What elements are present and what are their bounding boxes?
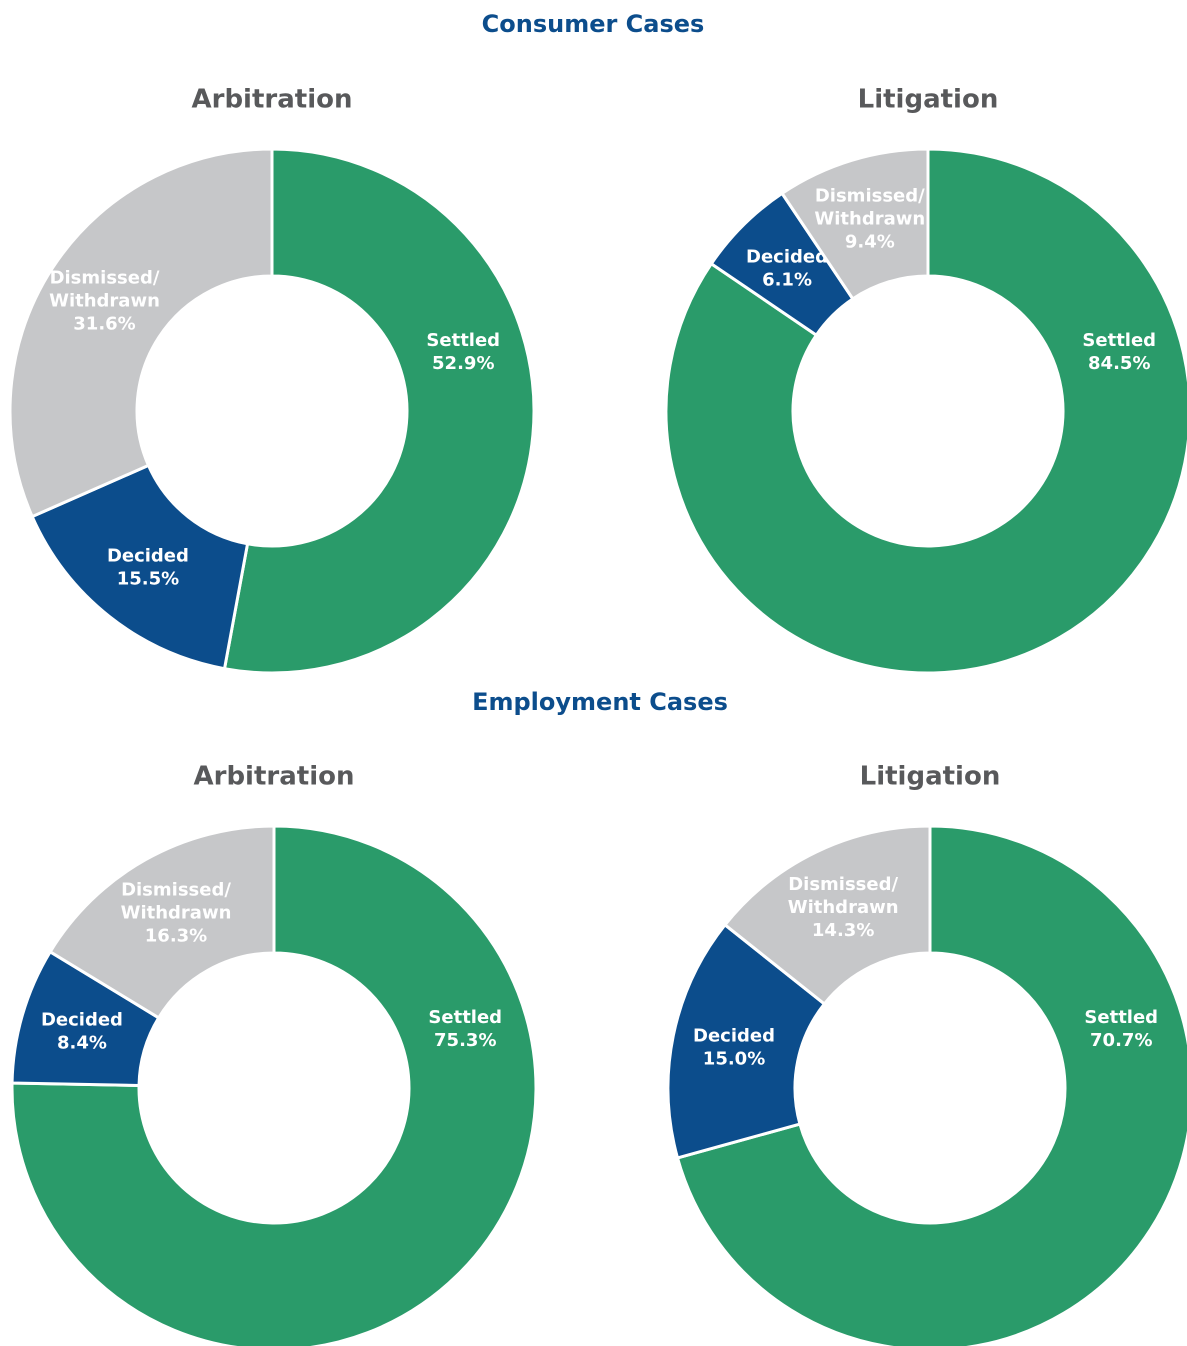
slice-category-line: Decided (693, 1026, 775, 1047)
slice-value-label: 84.5% (1088, 353, 1150, 374)
slice-category-line: Settled (1084, 1007, 1158, 1028)
slice-category-line: Withdrawn (121, 903, 232, 924)
slice-category: Settled (428, 1007, 502, 1028)
slice-category: Settled (426, 330, 500, 351)
pie-title: Litigation (860, 762, 1001, 792)
slice-category: Settled (1082, 330, 1156, 351)
slice-category-line: Decided (107, 545, 189, 566)
slice-category-line: Withdrawn (788, 897, 899, 918)
slice-category: Decided (746, 247, 828, 268)
slice-category-line: Settled (426, 330, 500, 351)
slice-category-line: Withdrawn (49, 291, 160, 312)
slice-category-line: Settled (1082, 330, 1156, 351)
slice-category: Decided (693, 1026, 775, 1047)
slice-category-line: Dismissed/ (50, 268, 160, 289)
donut-slice (10, 824, 538, 1346)
donut-slice (30, 463, 250, 671)
pie-title: Litigation (858, 85, 999, 115)
slice-category: Decided (107, 545, 189, 566)
pie-title: Arbitration (194, 762, 355, 792)
slice-value-label: 31.6% (73, 314, 135, 335)
slice-category: Dismissed/Withdrawn (121, 880, 232, 924)
donut-slice (780, 147, 930, 301)
slice-category-line: Decided (746, 247, 828, 268)
section-title: Employment Cases (472, 688, 728, 716)
slice-category-line: Decided (41, 1010, 123, 1031)
slice-category-line: Withdrawn (814, 209, 925, 230)
slice-category-line: Settled (428, 1007, 502, 1028)
slice-value-label: 9.4% (845, 232, 895, 253)
slice-value-label: 8.4% (57, 1033, 107, 1054)
donut-slice (222, 147, 536, 675)
slice-value-label: 70.7% (1090, 1030, 1152, 1051)
donut-slice (664, 147, 1187, 675)
slice-value-label: 6.1% (762, 270, 812, 291)
slice-category: Dismissed/Withdrawn (49, 268, 160, 312)
slice-category: Dismissed/Withdrawn (788, 874, 899, 918)
slice-value-label: 16.3% (145, 926, 207, 947)
section-title: Consumer Cases (482, 10, 705, 38)
slice-category-line: Dismissed/ (121, 880, 231, 901)
slice-category-line: Dismissed/ (815, 186, 925, 207)
slice-value-label: 15.0% (703, 1049, 765, 1070)
donut-slice (722, 824, 932, 1007)
slice-value-label: 75.3% (434, 1030, 496, 1051)
donut-slice (8, 147, 274, 519)
pie-title: Arbitration (192, 85, 353, 115)
donut-slice (48, 824, 276, 1020)
slice-value-label: 14.3% (812, 920, 874, 941)
donut-slice (666, 922, 827, 1160)
slice-category-line: Dismissed/ (788, 874, 898, 895)
donut-slice (675, 824, 1187, 1346)
slice-category: Decided (41, 1010, 123, 1031)
slice-category: Settled (1084, 1007, 1158, 1028)
slice-category: Dismissed/Withdrawn (814, 186, 925, 230)
slice-value-label: 15.5% (117, 568, 179, 589)
slice-value-label: 52.9% (432, 353, 494, 374)
